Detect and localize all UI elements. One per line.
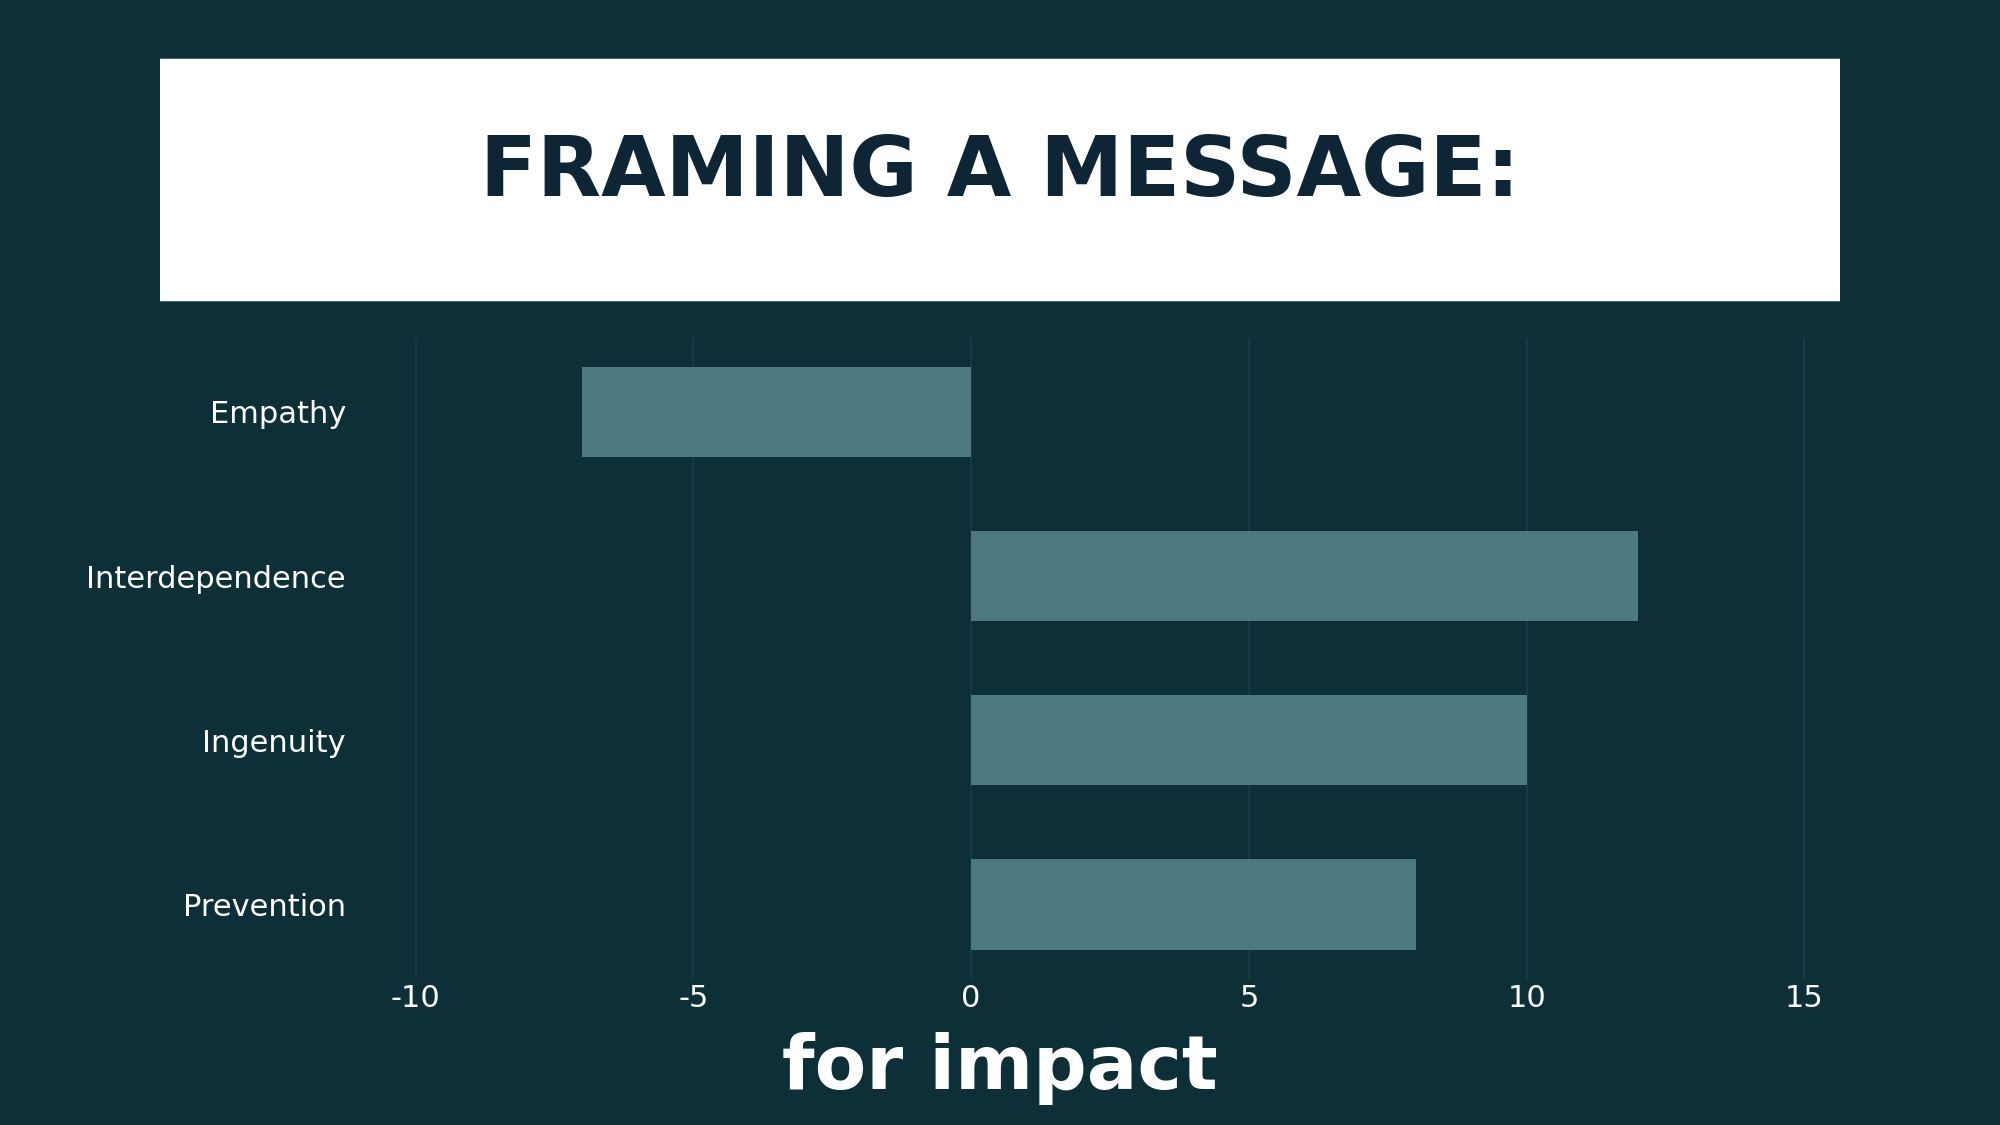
Text: FRAMING A MESSAGE:: FRAMING A MESSAGE: [480,132,1520,213]
Bar [972,860,1416,950]
Bar [582,367,972,457]
FancyBboxPatch shape [92,58,1908,302]
Bar [972,695,1526,785]
Text: for impact: for impact [782,1033,1218,1105]
Bar [972,531,1638,621]
